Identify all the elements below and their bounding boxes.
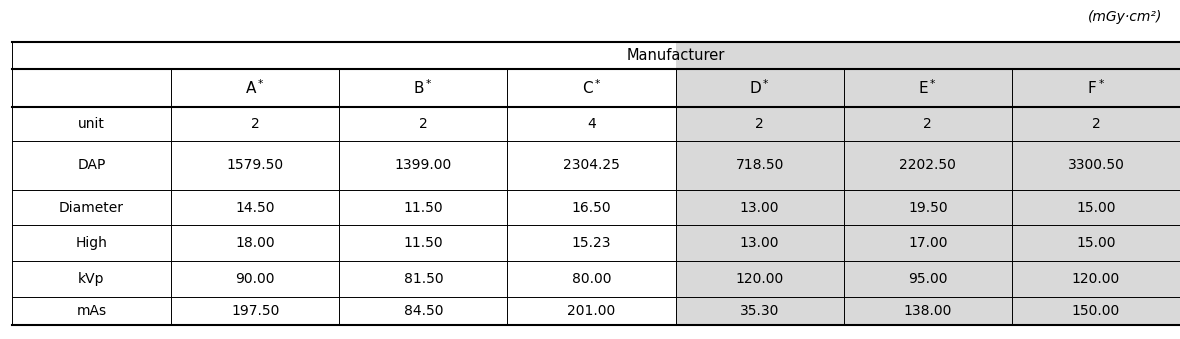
Text: 14.50: 14.50 [236,201,275,215]
Text: 35.30: 35.30 [740,304,779,318]
Text: (mGy·cm²): (mGy·cm²) [1088,10,1162,24]
Text: 201.00: 201.00 [568,304,616,318]
Text: 718.50: 718.50 [735,158,784,172]
Text: 3300.50: 3300.50 [1068,158,1125,172]
Text: 1399.00: 1399.00 [394,158,452,172]
Text: 138.00: 138.00 [904,304,952,318]
Bar [675,42,844,325]
Text: 19.50: 19.50 [907,201,948,215]
Text: $\mathregular{F^*}$: $\mathregular{F^*}$ [1087,79,1104,98]
Text: 11.50: 11.50 [404,236,444,250]
Text: 120.00: 120.00 [1071,272,1120,286]
Text: 2: 2 [755,117,763,131]
Text: 13.00: 13.00 [740,201,779,215]
Text: 80.00: 80.00 [572,272,611,286]
Text: 11.50: 11.50 [404,201,444,215]
Text: 197.50: 197.50 [231,304,280,318]
Text: $\mathregular{D^*}$: $\mathregular{D^*}$ [749,79,771,98]
Text: 84.50: 84.50 [404,304,442,318]
Bar [1011,42,1180,325]
Text: DAP: DAP [77,158,106,172]
Text: Manufacturer: Manufacturer [627,48,725,63]
Text: $\mathregular{A^*}$: $\mathregular{A^*}$ [245,79,266,98]
Text: $\mathregular{E^*}$: $\mathregular{E^*}$ [918,79,937,98]
Text: unit: unit [78,117,105,131]
Text: 2: 2 [924,117,932,131]
Text: 15.23: 15.23 [572,236,611,250]
Text: Diameter: Diameter [59,201,124,215]
Bar [171,69,340,325]
Text: 120.00: 120.00 [735,272,784,286]
Text: 95.00: 95.00 [909,272,948,286]
Text: 2: 2 [251,117,260,131]
Text: 2304.25: 2304.25 [563,158,620,172]
Text: mAs: mAs [77,304,106,318]
Bar [171,42,340,69]
Text: 90.00: 90.00 [236,272,275,286]
Bar [12,42,171,325]
Text: 81.50: 81.50 [404,272,444,286]
Bar [507,42,675,69]
Text: High: High [76,236,107,250]
Text: kVp: kVp [78,272,105,286]
Text: 16.50: 16.50 [571,201,611,215]
Text: 17.00: 17.00 [909,236,948,250]
Text: 2: 2 [419,117,427,131]
Text: 15.00: 15.00 [1076,201,1115,215]
Text: 18.00: 18.00 [235,236,275,250]
Text: 13.00: 13.00 [740,236,779,250]
Bar [844,42,1011,325]
Text: 2202.50: 2202.50 [899,158,956,172]
Text: 15.00: 15.00 [1076,236,1115,250]
Text: 150.00: 150.00 [1071,304,1120,318]
Bar [340,69,507,325]
Text: 4: 4 [588,117,596,131]
Text: 1579.50: 1579.50 [227,158,283,172]
Text: $\mathregular{C^*}$: $\mathregular{C^*}$ [582,79,602,98]
Bar [340,42,507,69]
Text: $\mathregular{B^*}$: $\mathregular{B^*}$ [413,79,433,98]
Text: 2: 2 [1092,117,1100,131]
Bar [507,69,675,325]
